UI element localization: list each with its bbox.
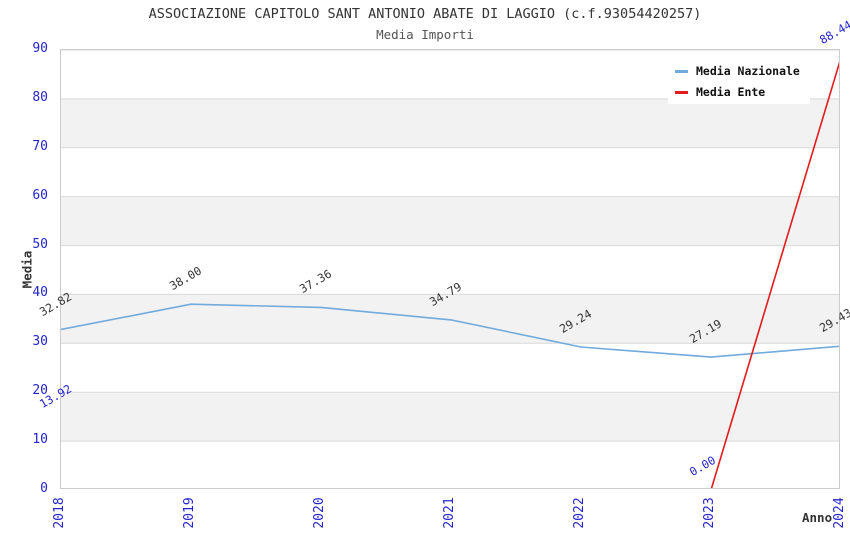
- plot-area: [60, 49, 840, 489]
- y-tick-label: 20: [32, 383, 48, 399]
- chart-subtitle: Media Importi: [376, 27, 474, 42]
- y-tick-label: 80: [32, 89, 48, 105]
- y-tick-label: 30: [32, 334, 48, 350]
- x-tick-label: 2020: [312, 497, 327, 529]
- legend-label-nazionale: Media Nazionale: [696, 64, 800, 78]
- y-tick-label: 90: [32, 41, 48, 56]
- chart-title: ASSOCIAZIONE CAPITOLO SANT ANTONIO ABATE…: [148, 6, 702, 22]
- plot-canvas: [61, 50, 839, 488]
- x-tick-label: 2023: [702, 497, 717, 529]
- legend-line-swatch-ente: [675, 90, 688, 94]
- y-tick-label: 70: [32, 138, 48, 154]
- y-tick-label: 0: [40, 481, 48, 496]
- x-tick-label: 2019: [182, 497, 197, 529]
- y-tick-label: 60: [32, 187, 48, 203]
- legend-line-swatch-nazionale: [675, 69, 688, 73]
- legend-label-ente: Media Ente: [696, 85, 766, 99]
- legend-item-media-ente[interactable]: Media Ente: [675, 85, 800, 99]
- legend: Media Nazionale Media Ente: [668, 59, 810, 104]
- y-tick-label: 40: [32, 285, 48, 301]
- y-tick-label: 50: [32, 236, 48, 252]
- x-tick-label: 2024: [832, 497, 847, 529]
- x-tick-label: 2022: [572, 497, 587, 529]
- x-tick-label: 2018: [52, 497, 67, 529]
- legend-item-media-nazionale[interactable]: Media Nazionale: [675, 64, 800, 78]
- y-tick-label: 10: [32, 432, 48, 448]
- x-tick-label: 2021: [442, 497, 457, 529]
- x-axis-title: Anno: [802, 510, 833, 525]
